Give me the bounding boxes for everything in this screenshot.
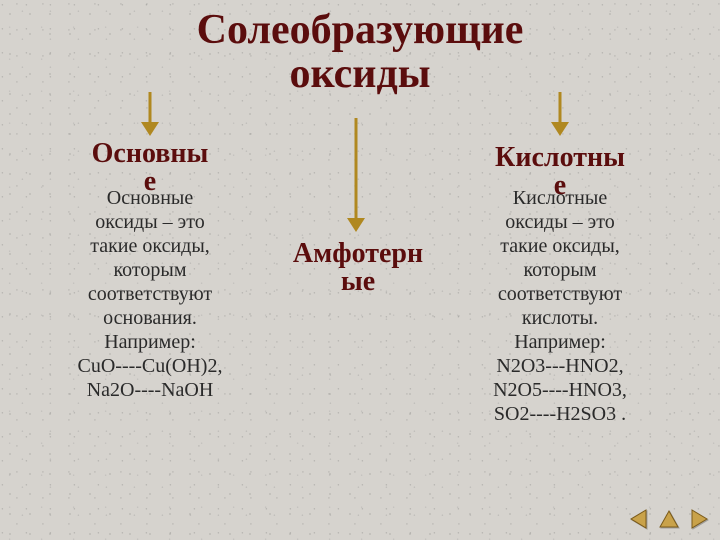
home-slide-button[interactable] <box>658 508 680 530</box>
triangle-right-icon <box>688 508 710 530</box>
arrow-to-acidic <box>551 92 569 136</box>
arrow-to-amphoteric <box>347 118 365 232</box>
slide-title: Солеобразующие оксиды <box>197 8 524 96</box>
next-slide-button[interactable] <box>688 508 710 530</box>
category-amphoteric-label: Амфотерн ые <box>258 240 458 296</box>
arrow-to-basic <box>141 92 159 136</box>
slide: Солеобразующие оксиды Основны е Амфотерн… <box>0 0 720 540</box>
acidic-description: Кислотные оксиды – это такие оксиды, кот… <box>452 186 668 426</box>
triangle-left-icon <box>628 508 650 530</box>
prev-slide-button[interactable] <box>628 508 650 530</box>
triangle-up-icon <box>658 508 680 530</box>
basic-description: Основные оксиды – это такие оксиды, кото… <box>38 186 262 402</box>
